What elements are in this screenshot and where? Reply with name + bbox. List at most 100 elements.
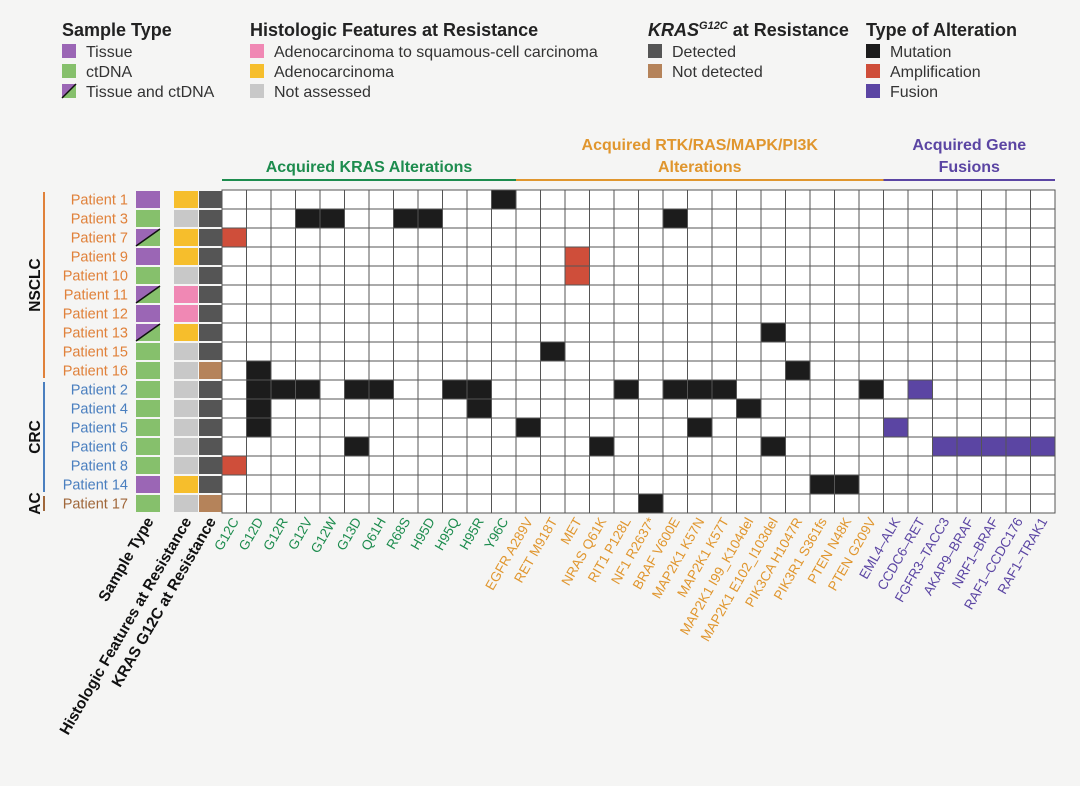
histology-cell [174, 362, 198, 379]
kras-status-cell [199, 419, 222, 436]
alteration-grid [221, 189, 1056, 514]
empty-cell [295, 303, 321, 324]
empty-cell [442, 455, 468, 476]
empty-cell [662, 284, 688, 305]
empty-cell [687, 208, 713, 229]
empty-cell [956, 303, 982, 324]
empty-cell [907, 455, 933, 476]
empty-cell [907, 341, 933, 362]
histology-cell [174, 286, 198, 303]
empty-cell [393, 436, 419, 457]
empty-cell [270, 265, 296, 286]
legend-label: ctDNA [86, 64, 133, 81]
empty-cell [932, 341, 958, 362]
empty-cell [270, 189, 296, 210]
kras-status-cell [199, 476, 222, 493]
empty-cell [809, 208, 835, 229]
legend-swatch [250, 44, 264, 58]
empty-cell [221, 265, 247, 286]
alteration-cell [564, 265, 590, 286]
legend-title: KRASG12C at Resistance [648, 20, 849, 40]
empty-cell [638, 379, 664, 400]
empty-cell [564, 417, 590, 438]
empty-cell [760, 379, 786, 400]
empty-cell [589, 284, 615, 305]
empty-cell [319, 322, 345, 343]
empty-cell [981, 303, 1007, 324]
empty-cell [1005, 379, 1031, 400]
patient-label: Patient 12 [63, 307, 128, 323]
empty-cell [491, 284, 517, 305]
empty-cell [736, 455, 762, 476]
empty-cell [760, 227, 786, 248]
empty-cell [466, 360, 492, 381]
legend-histologic: Histologic Features at Resistance Adenoca… [250, 20, 598, 101]
empty-cell [221, 474, 247, 495]
empty-cell [344, 284, 370, 305]
sample-type-cell [136, 362, 160, 379]
empty-cell [515, 436, 541, 457]
empty-cell [736, 341, 762, 362]
empty-cell [515, 493, 541, 514]
empty-cell [858, 303, 884, 324]
legend-swatch [866, 64, 880, 78]
sample-type-diagonal [135, 285, 161, 304]
empty-cell [932, 455, 958, 476]
empty-cell [638, 189, 664, 210]
empty-cell [760, 455, 786, 476]
empty-cell [1030, 246, 1056, 267]
empty-cell [834, 436, 860, 457]
sample-type-cell [136, 343, 160, 360]
annotation-columns [135, 191, 222, 512]
empty-cell [393, 474, 419, 495]
empty-cell [417, 227, 443, 248]
empty-cell [809, 303, 835, 324]
empty-cell [270, 284, 296, 305]
kras-status-cell [199, 400, 222, 417]
empty-cell [883, 246, 909, 267]
sample-type-cell [136, 305, 160, 322]
empty-cell [858, 436, 884, 457]
empty-cell [907, 493, 933, 514]
empty-cell [246, 474, 272, 495]
empty-cell [687, 246, 713, 267]
empty-cell [319, 474, 345, 495]
histology-cell [174, 495, 198, 512]
histology-cell [174, 248, 198, 265]
empty-cell [907, 417, 933, 438]
empty-cell [491, 474, 517, 495]
empty-cell [613, 398, 639, 419]
empty-cell [638, 341, 664, 362]
empty-cell [295, 360, 321, 381]
empty-cell [515, 474, 541, 495]
empty-cell [221, 322, 247, 343]
empty-cell [1005, 246, 1031, 267]
empty-cell [393, 246, 419, 267]
kras-status-cell [199, 457, 222, 474]
empty-cell [1005, 417, 1031, 438]
empty-cell [785, 341, 811, 362]
empty-cell [491, 379, 517, 400]
empty-cell [613, 208, 639, 229]
patient-label: Patient 5 [71, 421, 128, 437]
empty-cell [785, 303, 811, 324]
patient-labels: Patient 1 Patient 3 Patient 7 Patient 9 Pati… [27, 192, 128, 515]
empty-cell [956, 208, 982, 229]
histology-cell [174, 210, 198, 227]
alteration-cell [687, 417, 713, 438]
empty-cell [393, 455, 419, 476]
empty-cell [858, 284, 884, 305]
empty-cell [956, 227, 982, 248]
empty-cell [1030, 303, 1056, 324]
empty-cell [442, 265, 468, 286]
empty-cell [368, 227, 394, 248]
empty-cell [221, 189, 247, 210]
empty-cell [540, 436, 566, 457]
empty-cell [344, 455, 370, 476]
empty-cell [932, 379, 958, 400]
empty-cell [613, 474, 639, 495]
empty-cell [319, 284, 345, 305]
empty-cell [932, 227, 958, 248]
empty-cell [246, 284, 272, 305]
empty-cell [638, 322, 664, 343]
